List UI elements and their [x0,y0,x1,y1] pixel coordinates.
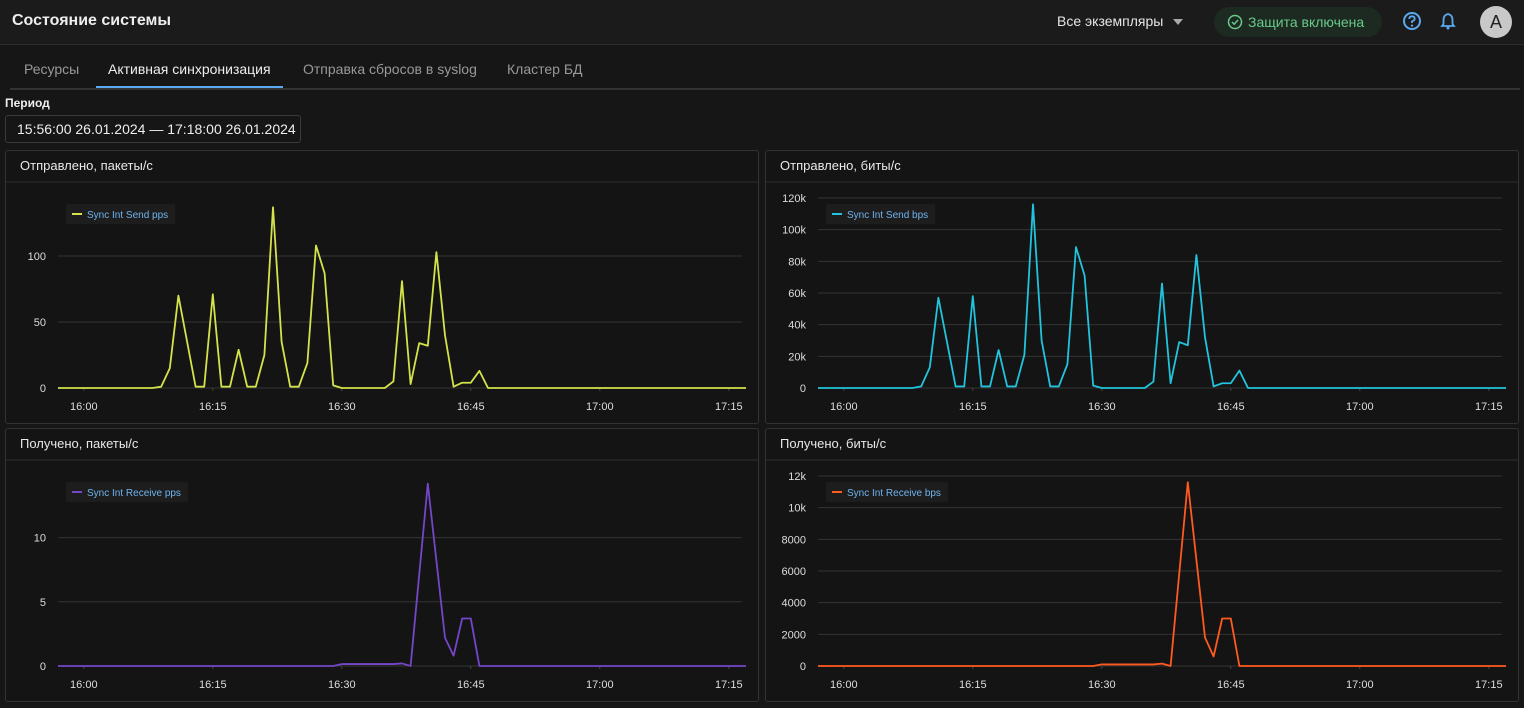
y-tick-label: 10k [788,503,806,515]
x-tick-label: 16:45 [1217,401,1245,413]
chart: Получено, биты/с 0 2000 4000 6000 8000 10k 12k 1… [766,436,1518,691]
y-tick-label: 50 [34,317,46,329]
chart-panel: Получено, пакеты/с 0 5 10 16:00 16:15 16:30 16:… [5,428,759,702]
chart: Отправлено, биты/с 0 20k 40k 60k 80k 100k 120k 1… [766,158,1518,413]
y-tick-label: 20k [788,351,806,363]
protection-text: Защита включена [1248,14,1365,30]
y-tick-label: 12k [788,471,806,483]
x-tick-label: 17:00 [1346,401,1374,413]
chart-panel: Отправлено, пакеты/с 0 50 100 16:00 16:15 16:3… [5,150,759,424]
dropdown-arrow [1173,19,1183,25]
chart-title: Отправлено, пакеты/с [20,158,153,173]
x-tick-label: 16:30 [328,679,356,691]
x-tick-label: 16:30 [1088,679,1116,691]
chart-panel: Отправлено, биты/с 0 20k 40k 60k 80k 100k 120k 1… [765,150,1519,424]
tab[interactable]: Ресурсы [24,61,80,77]
x-tick-label: 17:15 [1475,679,1503,691]
y-tick-label: 0 [40,661,46,673]
instance-select[interactable]: Все экземпляры [1057,13,1164,29]
series-line [58,482,746,667]
check-icon [1227,14,1243,30]
y-tick-label: 10 [34,533,46,545]
legend-label: Sync Int Receive bps [847,488,941,499]
legend-label: Sync Int Send pps [87,210,168,221]
series-line [818,203,1506,389]
legend-box [826,482,948,502]
x-tick-label: 16:00 [830,401,858,413]
tab-underline [96,86,283,88]
x-tick-label: 16:45 [457,401,485,413]
tabs: Ресурсы Активная синхронизация Отправка сб… [10,50,1520,90]
avatar[interactable]: A [1480,6,1512,38]
legend-box [826,204,936,224]
x-tick-label: 16:00 [70,679,98,691]
legend-box [66,482,188,502]
x-tick-label: 16:15 [199,401,227,413]
x-tick-label: 16:15 [959,401,987,413]
x-tick-label: 17:00 [586,401,614,413]
y-tick-label: 5 [40,597,46,609]
x-tick-label: 16:00 [830,679,858,691]
x-tick-label: 17:15 [715,679,743,691]
x-tick-label: 16:45 [1217,679,1245,691]
x-tick-label: 16:00 [70,401,98,413]
legend-box [66,204,176,224]
x-tick-label: 17:00 [586,679,614,691]
y-tick-label: 100 [28,251,46,263]
tab[interactable]: Отправка сбросов в syslog [303,61,477,77]
chart-title: Получено, биты/с [780,436,887,451]
help-icon[interactable] [1402,11,1422,31]
y-tick-label: 0 [800,383,806,395]
chart-title: Получено, пакеты/с [20,436,139,451]
page-title: Состояние системы [12,12,172,29]
chart: Получено, пакеты/с 0 5 10 16:00 16:15 16:30 16:… [6,436,758,691]
y-tick-label: 80k [788,256,806,268]
x-tick-label: 17:15 [715,401,743,413]
chart: Отправлено, пакеты/с 0 50 100 16:00 16:15 16:3… [6,158,758,413]
y-tick-label: 2000 [782,629,806,641]
header: Состояние системы Все экземпляры Защита … [0,0,1524,45]
y-tick-label: 8000 [782,534,806,546]
x-tick-label: 16:30 [1088,401,1116,413]
legend-label: Sync Int Receive pps [87,488,181,499]
period-label: Период [5,96,50,110]
protection-badge: Защита включена [1214,7,1382,37]
series-line [58,206,746,389]
y-tick-label: 100k [782,225,806,237]
y-tick-label: 120k [782,193,806,205]
series-line [818,481,1506,667]
x-tick-label: 16:15 [959,679,987,691]
x-tick-label: 17:00 [1346,679,1374,691]
y-tick-label: 40k [788,320,806,332]
y-tick-label: 0 [800,661,806,673]
bell-icon[interactable] [1440,12,1456,30]
x-tick-label: 16:30 [328,401,356,413]
tab[interactable]: Активная синхронизация [108,61,271,77]
tab[interactable]: Кластер БД [507,61,583,77]
y-tick-label: 4000 [782,598,806,610]
period-input[interactable]: 15:56:00 26.01.2024 — 17:18:00 26.01.202… [5,115,301,143]
x-tick-label: 16:15 [199,679,227,691]
y-tick-label: 0 [40,383,46,395]
chart-panel: Получено, биты/с 0 2000 4000 6000 8000 10k 12k 1… [765,428,1519,702]
x-tick-label: 16:45 [457,679,485,691]
y-tick-label: 6000 [782,566,806,578]
chart-title: Отправлено, биты/с [780,158,901,173]
x-tick-label: 17:15 [1475,401,1503,413]
y-tick-label: 60k [788,288,806,300]
legend-label: Sync Int Send bps [847,210,928,221]
